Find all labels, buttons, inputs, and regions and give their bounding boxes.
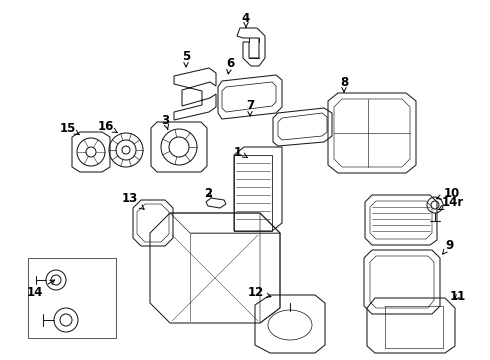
Text: 12: 12 [248, 285, 271, 298]
Text: 2: 2 [204, 186, 212, 199]
Text: 5: 5 [182, 50, 190, 67]
Text: 14: 14 [27, 280, 55, 298]
Text: 16: 16 [98, 120, 117, 132]
Text: 15: 15 [60, 122, 79, 135]
Text: 7: 7 [246, 99, 254, 116]
Text: 10: 10 [437, 186, 460, 199]
Text: 11: 11 [450, 289, 466, 302]
Text: 6: 6 [226, 57, 234, 74]
Text: 1: 1 [234, 145, 247, 158]
Text: 8: 8 [340, 76, 348, 92]
Text: 9: 9 [442, 239, 454, 254]
Text: 13: 13 [122, 192, 144, 209]
Text: 14r: 14r [439, 195, 464, 210]
Text: 4: 4 [242, 12, 250, 27]
Text: 3: 3 [161, 113, 169, 129]
